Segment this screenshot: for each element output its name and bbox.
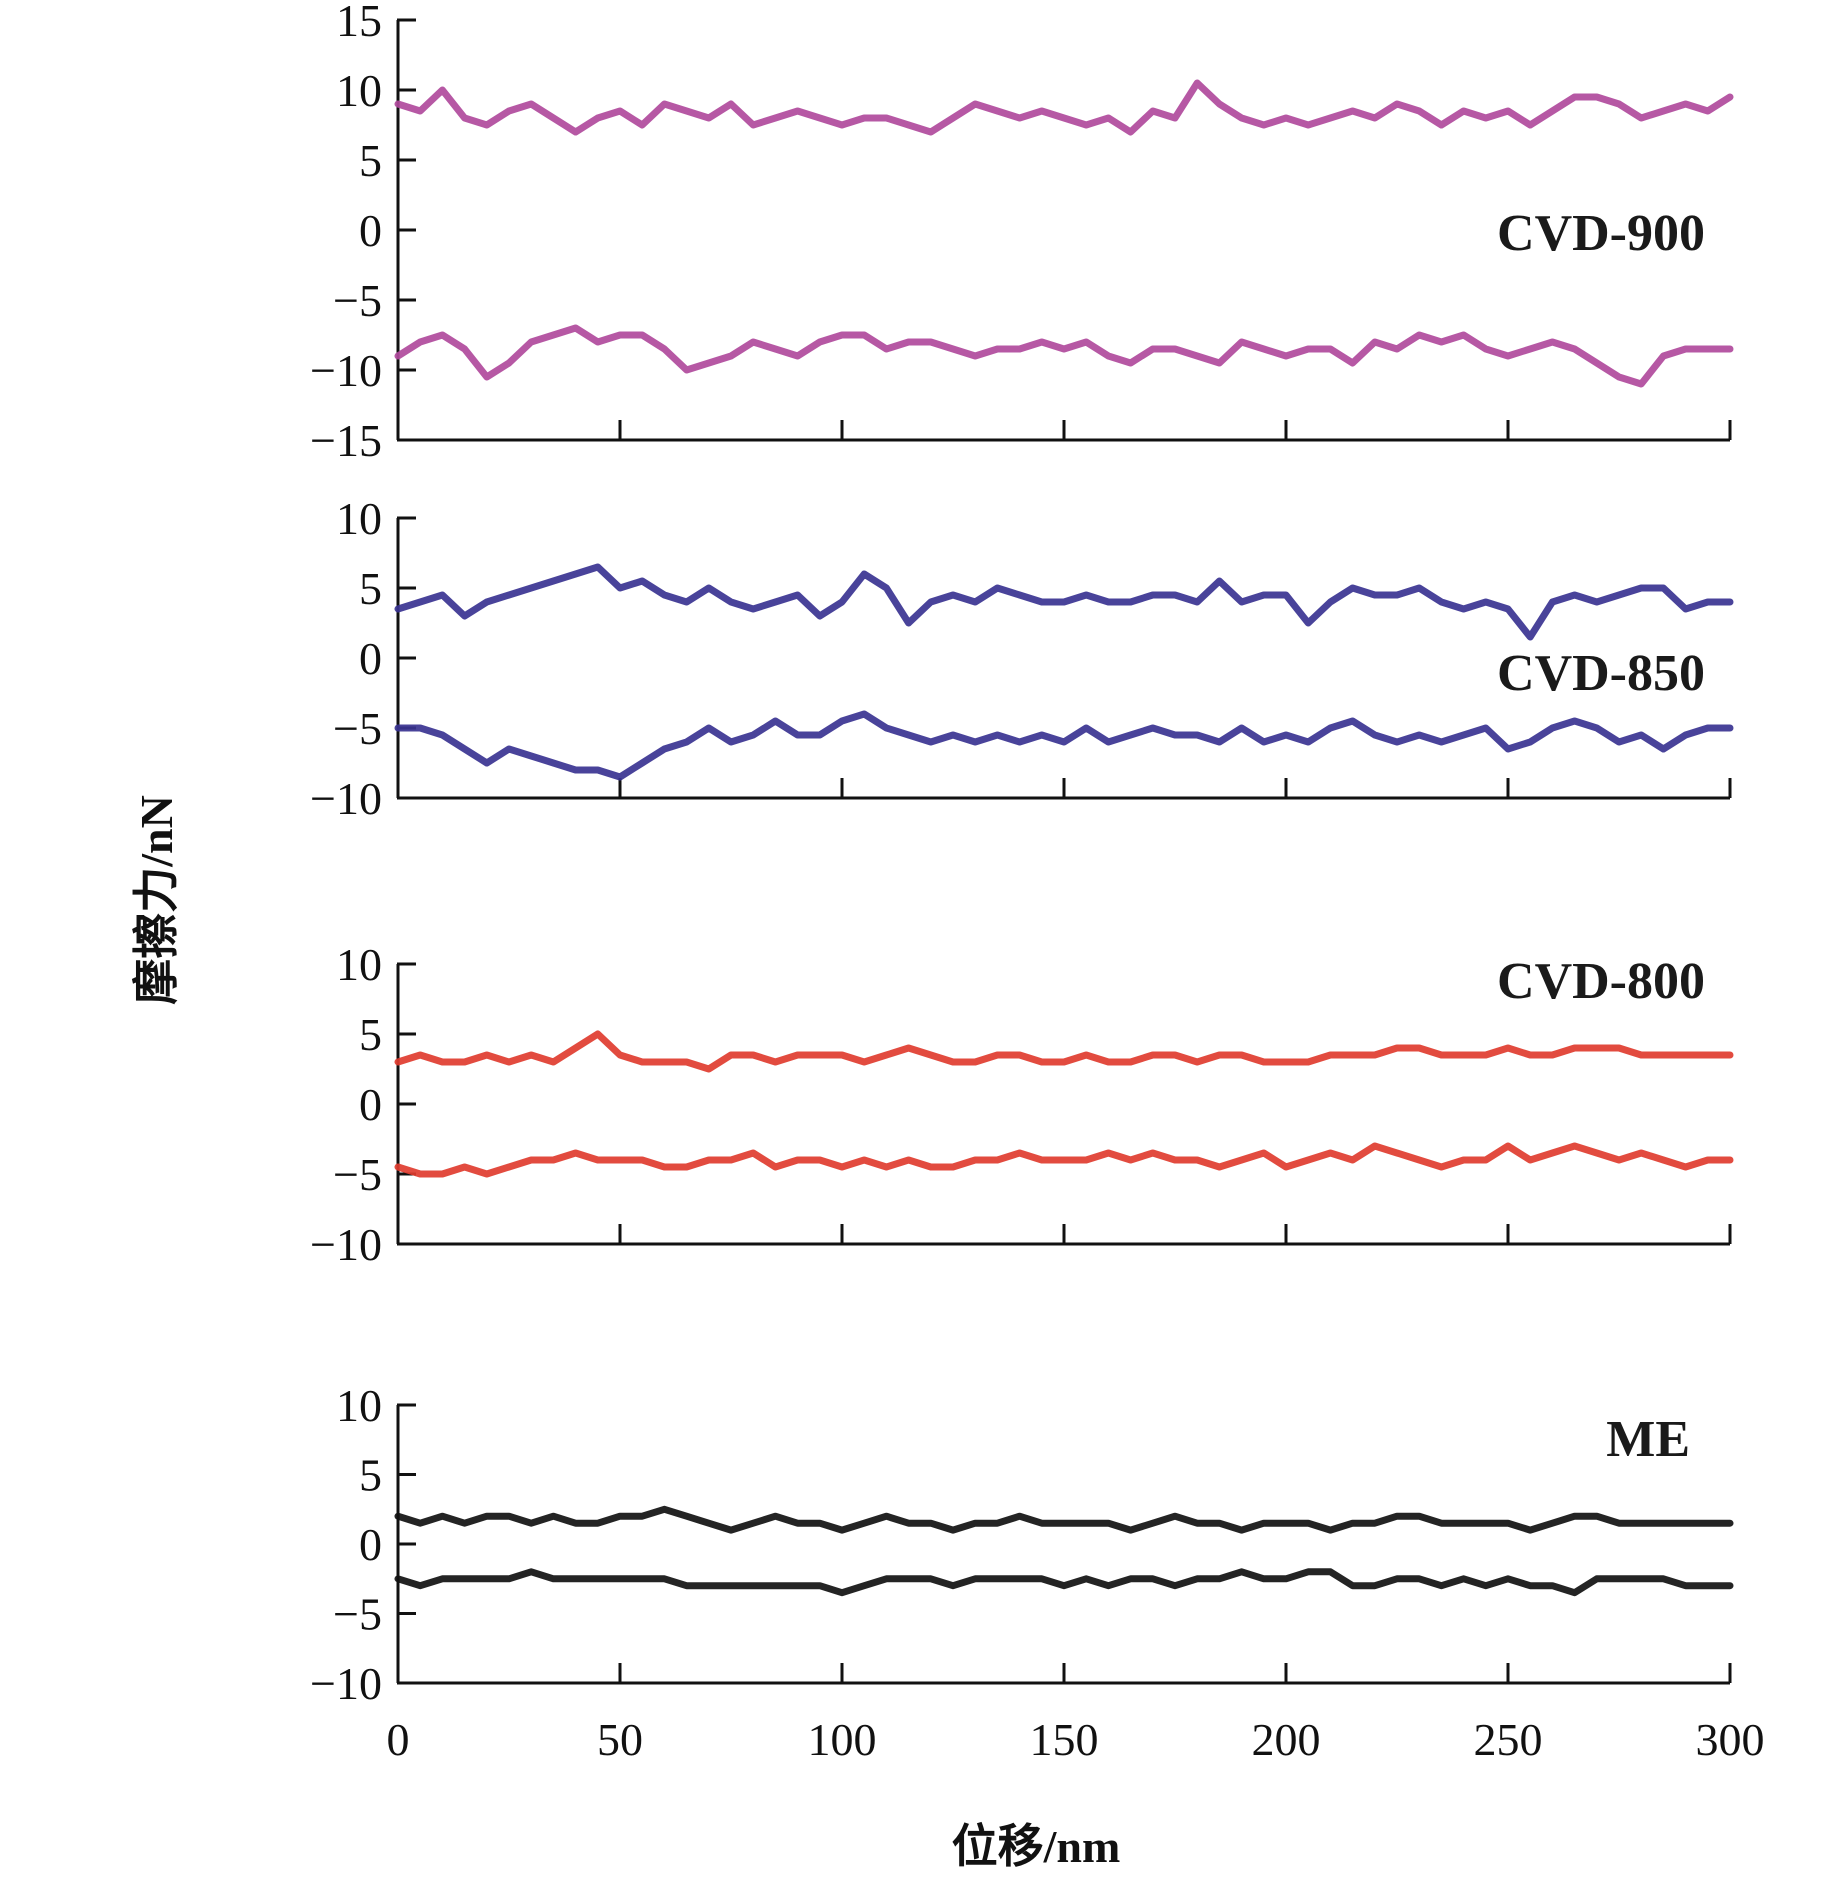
series-line bbox=[394, 563, 1734, 641]
y-tick-label: −5 bbox=[333, 1149, 382, 1200]
y-tick-label: 10 bbox=[336, 493, 382, 544]
chart-panels: 151050−5−10−15CVD-9001050−5−10CVD-850105… bbox=[310, 0, 1764, 1765]
x-tick-label: 0 bbox=[387, 1714, 410, 1765]
series-line bbox=[394, 710, 1734, 781]
y-tick-label: 5 bbox=[359, 563, 382, 614]
x-axis-title: 位移/nm bbox=[952, 1821, 1121, 1872]
y-tick-label: 10 bbox=[336, 65, 382, 116]
panel-cvd-850: 10 5 0 −5 −10 CVD-850 bbox=[310, 493, 1734, 824]
y-tick-label: 5 bbox=[359, 1009, 382, 1060]
panel-cvd-900: 15 10 5 0 −5 −10 −15 CVD-900 bbox=[310, 0, 1734, 466]
y-tick-label: 0 bbox=[359, 205, 382, 256]
panel-cvd-800: 10 5 0 −5 −10 CVD-800 bbox=[310, 939, 1734, 1270]
y-tick-label: 0 bbox=[359, 1079, 382, 1130]
series-line bbox=[394, 1142, 1734, 1178]
series-line bbox=[394, 79, 1734, 136]
panel-label: CVD-850 bbox=[1497, 645, 1705, 702]
y-tick-label: −10 bbox=[310, 773, 382, 824]
x-tick-label: 250 bbox=[1474, 1714, 1543, 1765]
panel-label: CVD-800 bbox=[1497, 953, 1705, 1010]
x-tick-label: 100 bbox=[808, 1714, 877, 1765]
y-tick-label: −10 bbox=[310, 1658, 382, 1709]
y-tick-label: −15 bbox=[310, 415, 382, 466]
y-tick-label: 15 bbox=[336, 0, 382, 46]
x-tick-label: 300 bbox=[1696, 1714, 1765, 1765]
y-tick-label: 0 bbox=[359, 1519, 382, 1570]
y-tick-label: 5 bbox=[359, 1450, 382, 1501]
y-tick-label: −5 bbox=[333, 1589, 382, 1640]
y-tick-label: 5 bbox=[359, 135, 382, 186]
panel-me: 10 5 0 −5 −10 ME bbox=[310, 1380, 1734, 1709]
y-axis-title: 摩擦力/nN bbox=[131, 795, 182, 1005]
x-tick-labels: 0 50 100 150 200 250 300 bbox=[387, 1714, 1765, 1765]
y-tick-label: −5 bbox=[333, 275, 382, 326]
y-tick-label: 10 bbox=[336, 939, 382, 990]
panel-label: ME bbox=[1606, 1411, 1690, 1468]
y-tick-label: 0 bbox=[359, 633, 382, 684]
x-tick-label: 150 bbox=[1030, 1714, 1099, 1765]
panel-label: CVD-900 bbox=[1497, 205, 1705, 262]
y-tick-label: −10 bbox=[310, 1219, 382, 1270]
y-tick-label: 10 bbox=[336, 1380, 382, 1431]
series-line bbox=[394, 1505, 1734, 1534]
x-tick-label: 200 bbox=[1252, 1714, 1321, 1765]
series-line bbox=[394, 324, 1734, 388]
x-tick-label: 50 bbox=[597, 1714, 643, 1765]
series-line bbox=[394, 1568, 1734, 1597]
y-tick-label: −5 bbox=[333, 703, 382, 754]
y-tick-label: −10 bbox=[310, 345, 382, 396]
series-line bbox=[394, 1030, 1734, 1073]
